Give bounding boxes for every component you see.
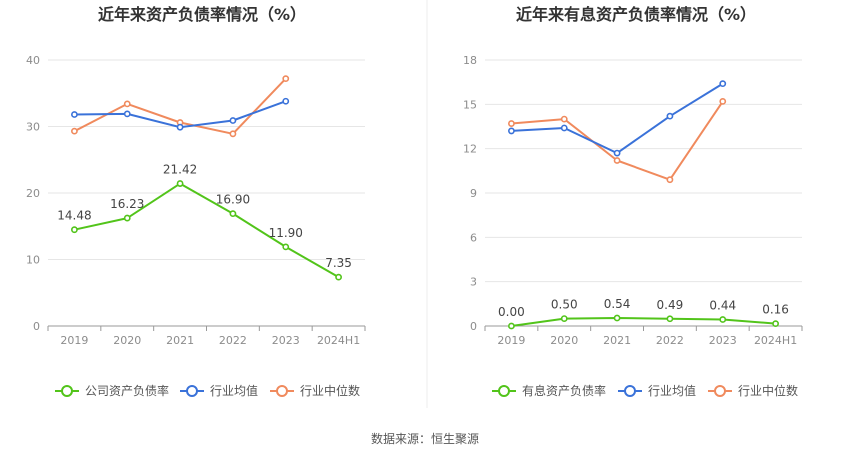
chart1-legend-label-3: 行业中位数 [300,383,360,398]
chart2-ytick-label: 0 [470,320,477,333]
chart2-series-3-point [613,157,621,164]
chart1-data-label: 16.23 [110,197,144,211]
chart2-data-label: 0.50 [551,298,578,312]
chart1-series-1-point [282,243,290,251]
chart2-legend-label-3: 行业中位数 [738,383,798,398]
chart2-data-label: 0.49 [657,298,684,312]
chart1-series-2-point [71,111,78,118]
chart1-xtick-label: 2024H1 [317,334,360,347]
chart2-series-2-point [666,112,674,120]
chart2-data-label: 0.54 [604,297,631,311]
chart1-xtick-label: 2020 [113,334,141,347]
chart2-series-3-point [719,97,727,105]
chart2-series-line-1 [511,317,776,327]
chart2-xtick-label: 2019 [497,334,525,347]
chart2-series-2-point [719,80,727,88]
chart1-legend-marker-2 [186,385,198,397]
chart2-xtick-label: 2021 [603,334,631,347]
chart1-legend-marker-3 [276,385,288,397]
chart1-series-3-point [71,127,78,135]
chart1-series-1-point [229,210,237,218]
chart1-xtick-label: 2019 [60,334,88,347]
chart2-xtick-label: 2022 [656,334,684,347]
chart2-series-1-point [666,315,674,323]
chart1-series-2-point [176,123,184,131]
chart1-legend-label-2: 行业均值 [210,383,258,398]
chart1-series-3-point [123,100,131,108]
chart2-data-label: 0.44 [709,298,736,312]
chart1-xtick-label: 2023 [272,334,300,347]
chart1-ytick-label: 0 [33,320,40,333]
chart2-ytick-label: 9 [470,187,477,200]
chart1-series-2-point [282,97,290,105]
chart2-ytick-label: 3 [470,276,477,289]
chart2-xtick-label: 2024H1 [754,334,797,347]
chart2-ytick-label: 18 [463,54,477,67]
chart2-legend-label-2: 行业均值 [648,383,696,398]
chart1-title: 近年来资产负债率情况（%） [98,5,306,24]
chart1-series-1-point [123,214,131,222]
chart1-data-label: 16.90 [216,193,250,207]
chart2-series-1-point [719,316,727,323]
chart2-series-1-point [772,320,779,328]
chart2-data-label: 0.00 [498,305,525,319]
chart2-legend-label-1: 有息资产负债率 [522,383,606,398]
chart2-series-line-2 [511,82,724,155]
chart1-legend-label-1: 公司资产负债率 [85,383,169,398]
chart1-xtick-label: 2021 [166,334,194,347]
chart2-xtick-label: 2023 [709,334,737,347]
chart1-data-label: 11.90 [269,226,303,240]
chart1-ytick-label: 10 [26,254,40,267]
chart2-legend-marker-2 [624,385,636,397]
chart2-series-1-point [508,322,515,330]
chart2-series-3-point [560,115,568,123]
chart1-legend-marker-1 [61,385,73,397]
chart2-title: 近年来有息资产负债率情况（%） [516,5,756,24]
chart2-data-label: 0.16 [762,303,789,317]
chart1-series-1-point [71,226,78,234]
chart2-series-2-point [508,127,515,135]
chart2-series-1-point [560,315,568,323]
chart1-ytick-label: 40 [26,54,40,67]
chart1-series-1-point [335,273,342,281]
chart2-ytick-label: 15 [463,98,477,111]
data-source: 数据来源：恒生聚源 [371,431,479,446]
chart1-data-label: 21.42 [163,163,197,177]
chart2-series-line-3 [511,100,724,181]
chart1-series-2-point [229,117,237,124]
chart1-ytick-label: 30 [26,121,40,134]
chart2-ytick-label: 12 [463,143,477,156]
chart1-ytick-label: 20 [26,187,40,200]
chart2-ytick-label: 6 [470,231,477,244]
chart2-series-3-point [508,120,515,127]
chart2-series-1-point [613,314,621,322]
chart1-data-label: 7.35 [325,256,352,270]
chart1-series-3-point [229,130,237,138]
chart1-series-line-1 [74,182,340,278]
chart1-series-3-point [282,75,290,83]
chart2-series-3-point [666,176,674,184]
chart1-series-1-point [176,180,184,187]
chart2-legend-marker-1 [498,385,510,397]
chart1-xtick-label: 2022 [219,334,247,347]
chart1-series-2-point [123,110,131,118]
chart2-xtick-label: 2020 [550,334,578,347]
chart2-series-2-point [613,149,621,157]
chart1-data-label: 14.48 [57,209,91,223]
chart2-legend-marker-3 [714,385,726,397]
chart2-series-2-point [560,124,568,132]
